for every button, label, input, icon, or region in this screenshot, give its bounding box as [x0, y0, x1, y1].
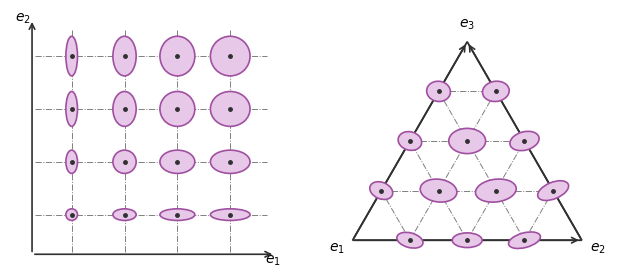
Ellipse shape: [113, 150, 136, 173]
Ellipse shape: [160, 209, 195, 221]
Text: $e_1$: $e_1$: [264, 253, 280, 268]
Ellipse shape: [452, 233, 482, 248]
Ellipse shape: [113, 91, 136, 126]
Text: $e_1$: $e_1$: [329, 242, 344, 256]
Ellipse shape: [476, 179, 516, 202]
Ellipse shape: [66, 150, 77, 173]
Ellipse shape: [66, 209, 77, 221]
Ellipse shape: [113, 209, 136, 221]
Text: $e_3$: $e_3$: [460, 18, 475, 32]
Ellipse shape: [211, 150, 250, 173]
Ellipse shape: [449, 128, 486, 153]
Ellipse shape: [483, 81, 509, 102]
Ellipse shape: [509, 232, 540, 248]
Ellipse shape: [397, 232, 423, 248]
Ellipse shape: [398, 132, 422, 150]
Text: $e_2$: $e_2$: [590, 242, 605, 256]
Ellipse shape: [370, 182, 393, 200]
Ellipse shape: [160, 91, 195, 126]
Text: $e_2$: $e_2$: [15, 12, 31, 26]
Ellipse shape: [113, 36, 136, 76]
Ellipse shape: [66, 36, 77, 76]
Ellipse shape: [160, 36, 195, 76]
Ellipse shape: [66, 91, 77, 126]
Ellipse shape: [211, 36, 250, 76]
Ellipse shape: [420, 179, 457, 202]
Ellipse shape: [510, 131, 539, 151]
Ellipse shape: [211, 91, 250, 126]
Ellipse shape: [211, 209, 250, 221]
Ellipse shape: [427, 81, 451, 102]
Ellipse shape: [538, 181, 568, 200]
Ellipse shape: [160, 150, 195, 173]
